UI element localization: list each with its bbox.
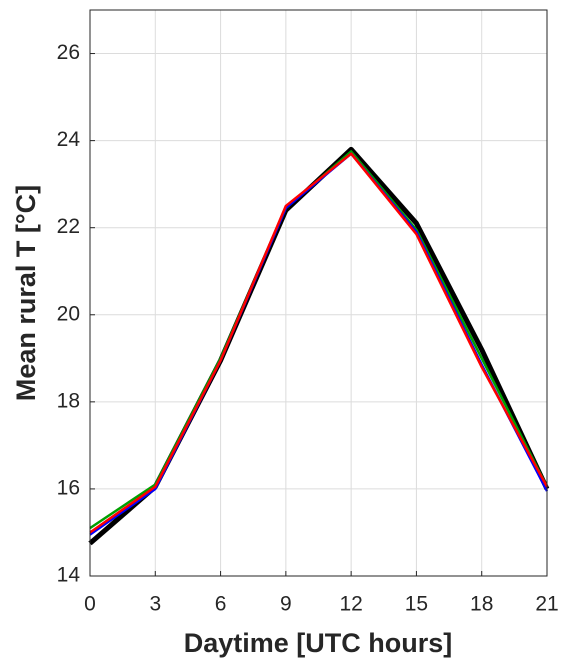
x-tick-label: 9 [280,593,292,616]
y-tick-label: 26 [57,41,80,64]
x-tick-label: 12 [339,593,362,616]
x-tick-label: 15 [405,593,428,616]
y-tick-label: 24 [57,128,81,151]
grid [89,10,548,577]
x-axis-title: Daytime [UTC hours] [184,628,453,658]
x-tick-label: 21 [535,593,558,616]
axes-box [89,9,548,577]
x-tick-label: 18 [470,593,493,616]
y-tick-label: 14 [57,564,81,587]
x-tick-label: 3 [149,593,161,616]
y-tick-label: 16 [57,476,80,499]
series-line [89,152,549,534]
x-tick-label: 0 [84,593,96,616]
y-axis-title: Mean rural T [°C] [11,185,41,401]
y-tick-label: 18 [57,389,80,412]
x-tick-label: 6 [215,593,227,616]
y-tick-label: 20 [57,302,80,325]
y-tick-label: 22 [57,215,80,238]
lines [88,146,550,546]
